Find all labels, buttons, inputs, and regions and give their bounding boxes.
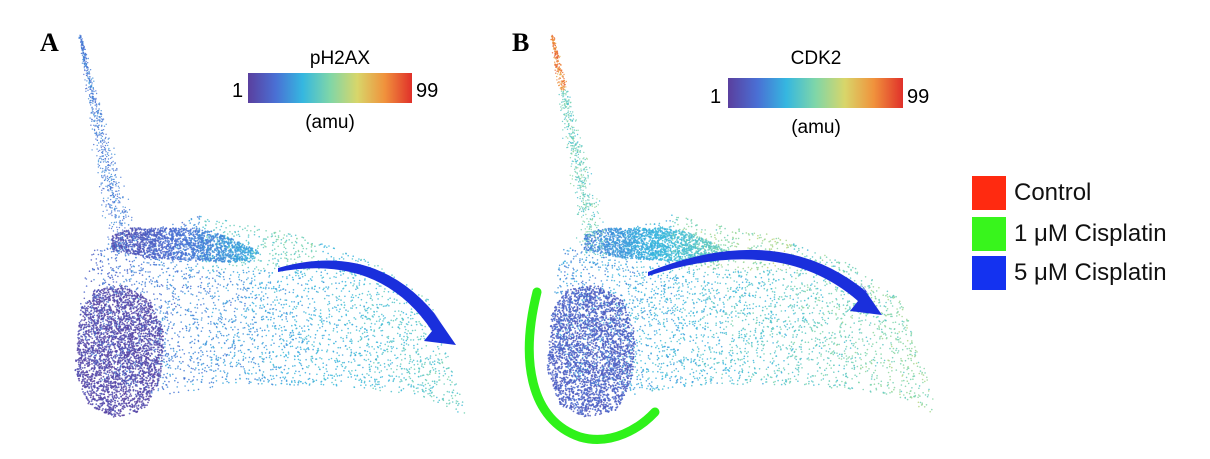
legend-label-control: Control bbox=[1014, 179, 1092, 206]
panel-b-letter: B bbox=[512, 28, 530, 57]
panel-b-colorbar-unit: (amu) bbox=[791, 117, 841, 138]
panel-a-letter: A bbox=[40, 28, 59, 57]
panel-b-trajectory-arrow bbox=[648, 249, 882, 315]
panel-a-colorbar-unit: (amu) bbox=[305, 112, 355, 133]
legend-swatch-control bbox=[972, 176, 1006, 210]
panel-b-point-cloud bbox=[546, 34, 934, 418]
panel-a-colorbar-min: 1 bbox=[232, 80, 244, 102]
panel-a-trajectory-arrow bbox=[278, 260, 456, 345]
legend-swatch-1um-cisplatin bbox=[972, 217, 1006, 251]
legend-item-5um-cisplatin: 5 μM Cisplatin bbox=[972, 256, 1167, 290]
panel-b-colorbar-min: 1 bbox=[710, 86, 722, 108]
panel-b-colorbar-max: 99 bbox=[907, 86, 930, 108]
panel-a-colorbar-title: pH2AX bbox=[309, 48, 371, 69]
legend-label-5um-cisplatin: 5 μM Cisplatin bbox=[1014, 259, 1167, 286]
panel-b-colorbar bbox=[728, 78, 903, 108]
panel-a-colorbar-max: 99 bbox=[416, 80, 439, 102]
legend-label-1um-cisplatin: 1 μM Cisplatin bbox=[1014, 220, 1167, 247]
panel-b-colorbar-title: CDK2 bbox=[790, 48, 842, 69]
panel-a-colorbar bbox=[248, 73, 412, 103]
panel-b-highlight-arc bbox=[524, 287, 660, 444]
legend-swatch-5um-cisplatin bbox=[972, 256, 1006, 290]
legend-item-1um-cisplatin: 1 μM Cisplatin bbox=[972, 217, 1167, 251]
legend-item-control: Control bbox=[972, 176, 1091, 210]
panel-a-point-cloud bbox=[74, 34, 466, 418]
